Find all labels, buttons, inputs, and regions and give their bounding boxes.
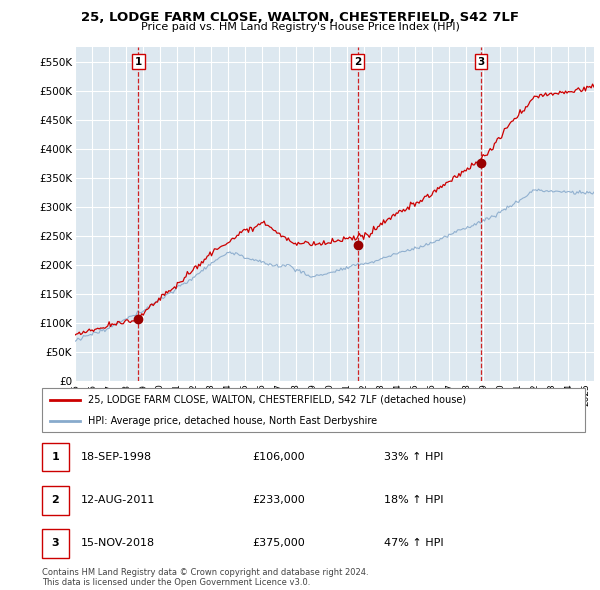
Text: £375,000: £375,000 [252, 538, 305, 548]
Text: Contains HM Land Registry data © Crown copyright and database right 2024.: Contains HM Land Registry data © Crown c… [42, 568, 368, 576]
Text: Price paid vs. HM Land Registry's House Price Index (HPI): Price paid vs. HM Land Registry's House … [140, 22, 460, 32]
Text: 3: 3 [52, 538, 59, 548]
Text: 1: 1 [52, 452, 59, 462]
Text: 33% ↑ HPI: 33% ↑ HPI [384, 452, 443, 462]
Text: 1: 1 [134, 57, 142, 67]
Text: 2: 2 [52, 495, 59, 505]
Text: £106,000: £106,000 [252, 452, 305, 462]
Text: 2: 2 [354, 57, 361, 67]
Text: 18% ↑ HPI: 18% ↑ HPI [384, 495, 443, 505]
Text: HPI: Average price, detached house, North East Derbyshire: HPI: Average price, detached house, Nort… [88, 416, 377, 426]
Text: 3: 3 [478, 57, 485, 67]
Text: This data is licensed under the Open Government Licence v3.0.: This data is licensed under the Open Gov… [42, 578, 310, 587]
Text: 25, LODGE FARM CLOSE, WALTON, CHESTERFIELD, S42 7LF: 25, LODGE FARM CLOSE, WALTON, CHESTERFIE… [81, 11, 519, 24]
Text: 18-SEP-1998: 18-SEP-1998 [81, 452, 152, 462]
Text: 12-AUG-2011: 12-AUG-2011 [81, 495, 155, 505]
Text: £233,000: £233,000 [252, 495, 305, 505]
Text: 47% ↑ HPI: 47% ↑ HPI [384, 538, 443, 548]
Text: 25, LODGE FARM CLOSE, WALTON, CHESTERFIELD, S42 7LF (detached house): 25, LODGE FARM CLOSE, WALTON, CHESTERFIE… [88, 395, 466, 405]
Text: 15-NOV-2018: 15-NOV-2018 [81, 538, 155, 548]
